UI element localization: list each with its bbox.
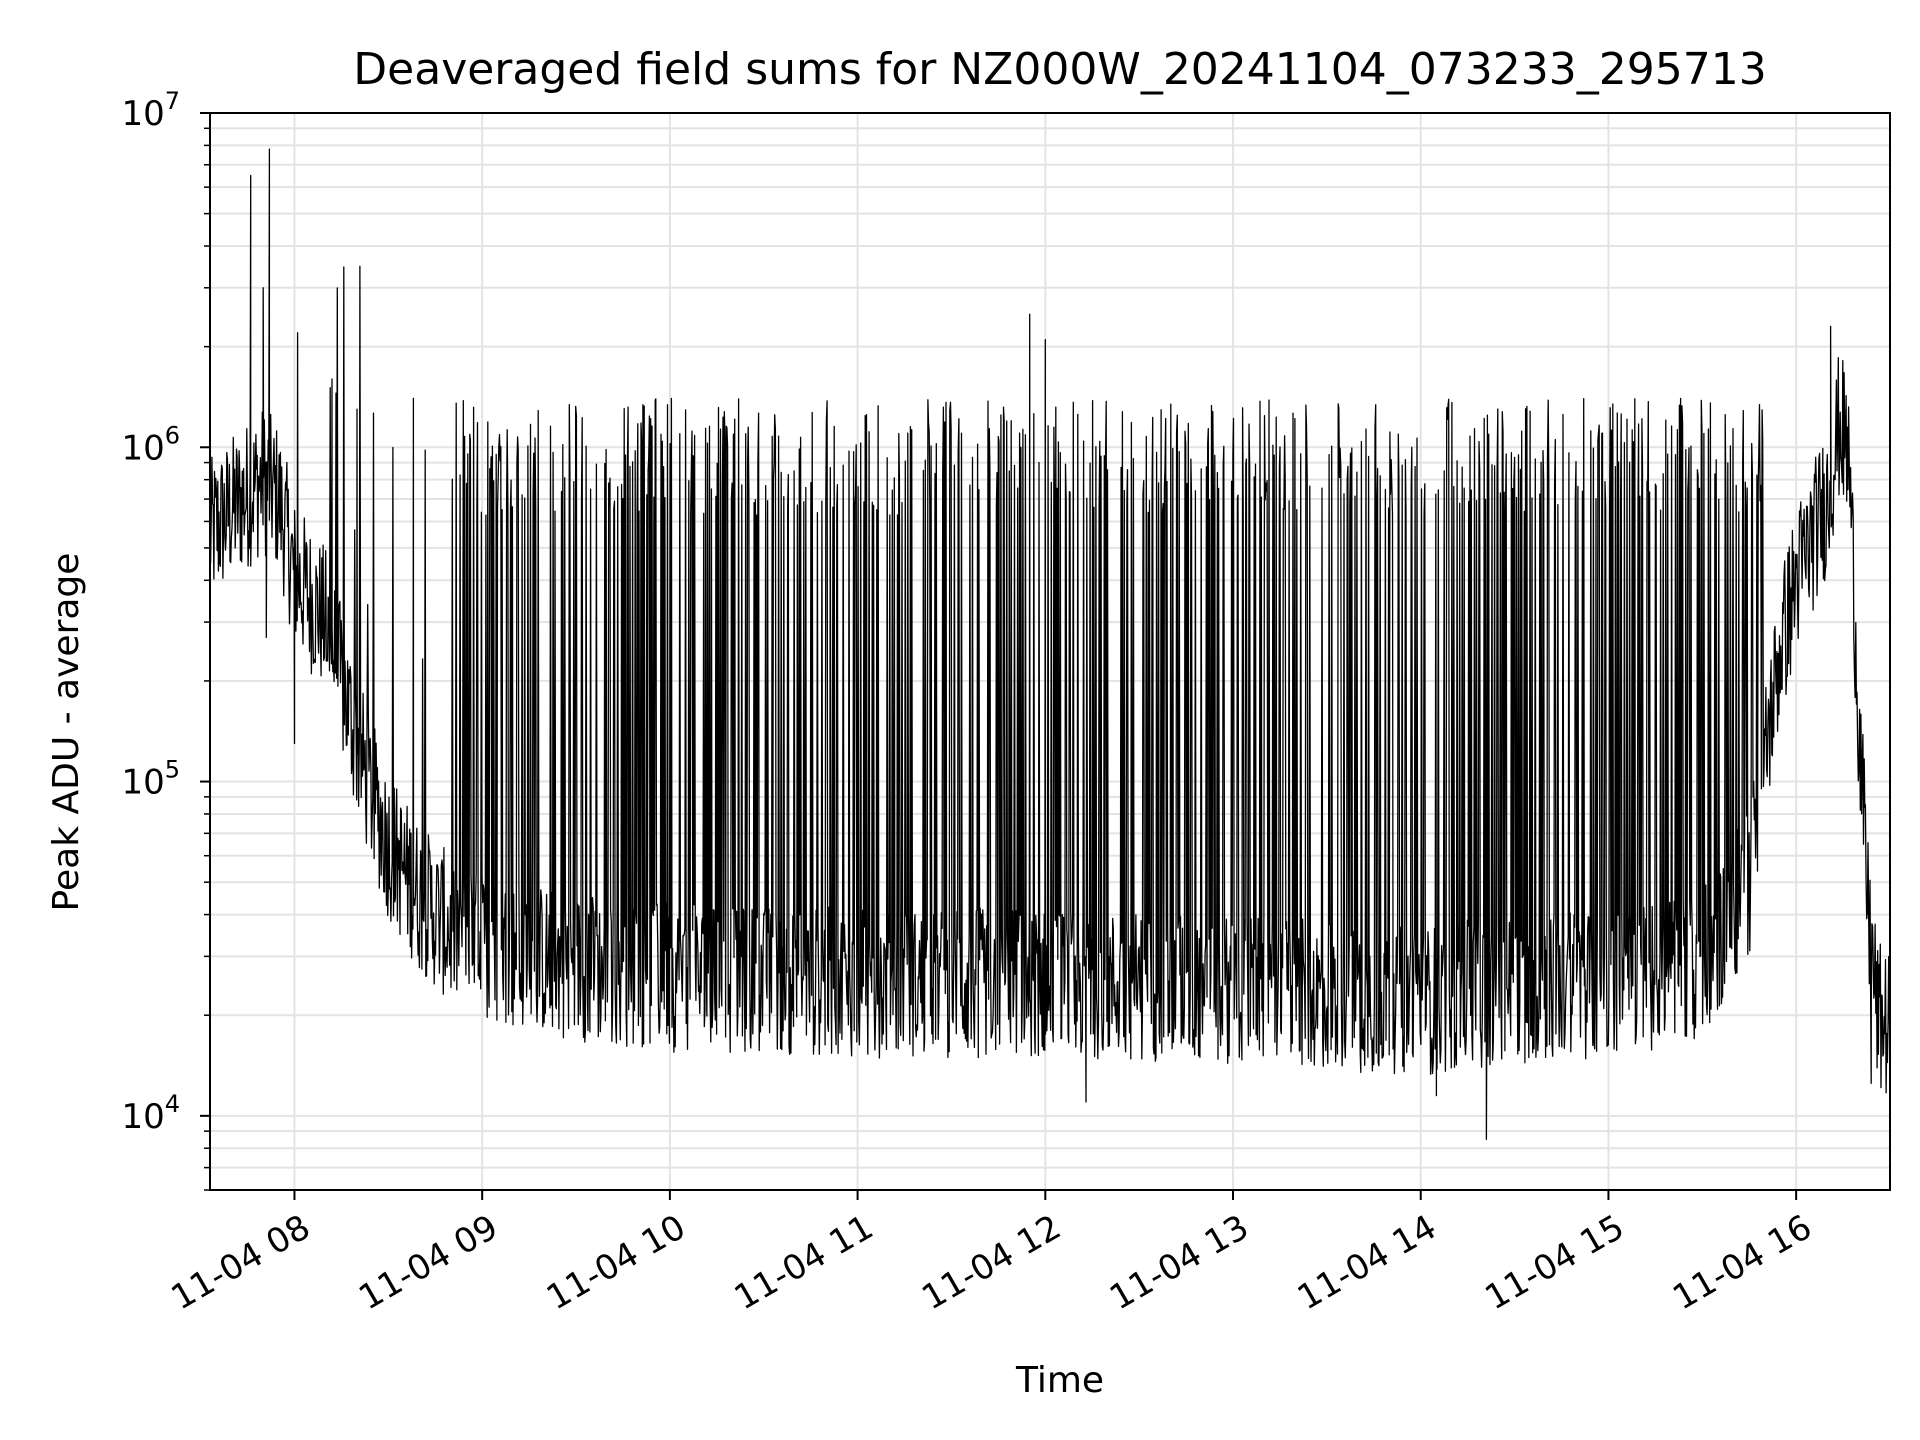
y-tick-label: 105 bbox=[121, 756, 180, 803]
y-axis: 104 105 106 107 bbox=[121, 87, 210, 1191]
y-axis-label: Peak ADU - average bbox=[46, 553, 87, 912]
y-tick-label: 107 bbox=[121, 87, 180, 134]
y-tick-label: 104 bbox=[121, 1090, 180, 1137]
x-axis-label: Time bbox=[1015, 1360, 1104, 1401]
chart-title: Deaveraged field sums for NZ000W_2024110… bbox=[353, 44, 1766, 95]
plot-frame bbox=[209, 112, 1891, 1191]
y-tick-label: 106 bbox=[121, 421, 180, 468]
series-line bbox=[209, 148, 1891, 1141]
data-line bbox=[209, 148, 1891, 1141]
